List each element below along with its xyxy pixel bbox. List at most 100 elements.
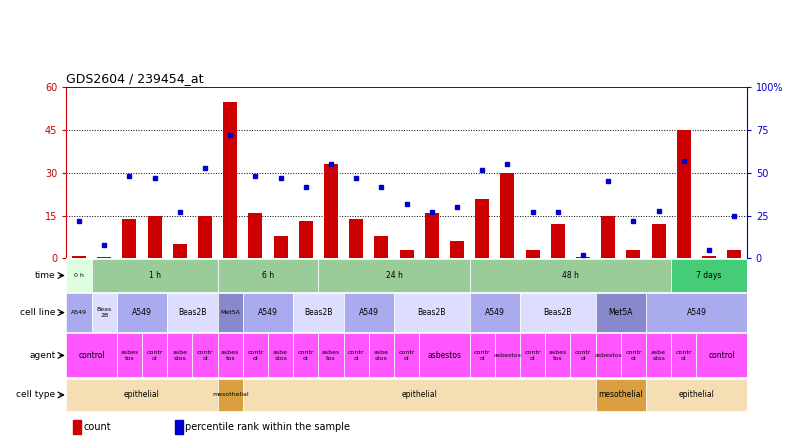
Bar bbox=[677, 130, 691, 258]
Bar bbox=[318, 259, 470, 292]
Text: asbes
tos: asbes tos bbox=[548, 350, 567, 361]
Bar bbox=[702, 256, 716, 258]
Text: contr
ol: contr ol bbox=[297, 350, 314, 361]
Bar bbox=[293, 293, 343, 332]
Bar bbox=[218, 293, 243, 332]
Text: percentile rank within the sample: percentile rank within the sample bbox=[185, 422, 351, 432]
Bar bbox=[343, 333, 369, 377]
Bar bbox=[274, 236, 288, 258]
Bar bbox=[224, 102, 237, 258]
Text: epithelial: epithelial bbox=[401, 390, 437, 400]
Text: 7 days: 7 days bbox=[697, 271, 722, 280]
Bar bbox=[142, 333, 167, 377]
Bar bbox=[175, 420, 183, 434]
Text: GDS2604 / 239454_at: GDS2604 / 239454_at bbox=[66, 72, 204, 85]
Text: A549: A549 bbox=[359, 308, 379, 317]
Bar bbox=[646, 333, 671, 377]
Bar bbox=[399, 250, 414, 258]
Bar bbox=[293, 333, 318, 377]
Bar bbox=[66, 293, 92, 332]
Bar bbox=[520, 293, 595, 332]
Bar bbox=[475, 198, 489, 258]
Bar bbox=[167, 333, 193, 377]
Text: asbestos: asbestos bbox=[428, 351, 462, 360]
Bar bbox=[394, 293, 470, 332]
Text: cell type: cell type bbox=[16, 390, 56, 400]
Bar bbox=[470, 259, 671, 292]
Bar bbox=[526, 250, 539, 258]
Bar bbox=[697, 333, 747, 377]
Bar bbox=[450, 242, 464, 258]
Bar bbox=[218, 379, 243, 411]
Text: 48 h: 48 h bbox=[562, 271, 579, 280]
Text: mesothelial: mesothelial bbox=[599, 390, 643, 400]
Bar bbox=[218, 333, 243, 377]
Bar bbox=[318, 333, 343, 377]
Text: agent: agent bbox=[29, 351, 56, 360]
Bar bbox=[470, 333, 495, 377]
Bar bbox=[394, 333, 420, 377]
Bar bbox=[652, 224, 666, 258]
Text: 1 h: 1 h bbox=[148, 271, 160, 280]
Bar bbox=[570, 333, 595, 377]
Bar bbox=[66, 379, 218, 411]
Bar bbox=[495, 333, 520, 377]
Text: contr
ol: contr ol bbox=[399, 350, 415, 361]
Bar bbox=[520, 333, 545, 377]
Text: asbes
tos: asbes tos bbox=[121, 350, 139, 361]
Bar bbox=[595, 333, 620, 377]
Text: 6 h: 6 h bbox=[262, 271, 274, 280]
Bar bbox=[167, 293, 218, 332]
Bar bbox=[122, 218, 136, 258]
Text: contr
ol: contr ol bbox=[474, 350, 491, 361]
Bar bbox=[576, 257, 590, 258]
Text: Beas2B: Beas2B bbox=[305, 308, 333, 317]
Bar bbox=[646, 379, 747, 411]
Bar bbox=[243, 333, 268, 377]
Text: asbe
stos: asbe stos bbox=[651, 350, 666, 361]
Text: contr
ol: contr ol bbox=[575, 350, 591, 361]
Text: asbestos: asbestos bbox=[595, 353, 622, 358]
Bar bbox=[173, 244, 187, 258]
Bar bbox=[299, 222, 313, 258]
Text: Beas2B: Beas2B bbox=[544, 308, 572, 317]
Bar bbox=[545, 333, 570, 377]
Text: contr
ol: contr ol bbox=[348, 350, 364, 361]
Bar bbox=[727, 250, 741, 258]
Bar bbox=[73, 420, 81, 434]
Text: A549: A549 bbox=[687, 308, 706, 317]
Bar bbox=[671, 333, 697, 377]
Bar bbox=[420, 333, 470, 377]
Bar bbox=[646, 293, 747, 332]
Text: epithelial: epithelial bbox=[124, 390, 160, 400]
Text: mesothelial: mesothelial bbox=[212, 392, 249, 397]
Bar bbox=[324, 164, 338, 258]
Text: 0 h: 0 h bbox=[74, 273, 84, 278]
Bar bbox=[249, 213, 262, 258]
Bar bbox=[66, 259, 92, 292]
Bar bbox=[369, 333, 394, 377]
Text: asbes
tos: asbes tos bbox=[221, 350, 239, 361]
Text: control: control bbox=[708, 351, 735, 360]
Text: Beas2B: Beas2B bbox=[418, 308, 446, 317]
Text: A549: A549 bbox=[132, 308, 152, 317]
Text: A549: A549 bbox=[485, 308, 505, 317]
Bar bbox=[92, 293, 117, 332]
Bar bbox=[72, 256, 86, 258]
Bar bbox=[601, 216, 615, 258]
Text: asbe
stos: asbe stos bbox=[273, 350, 288, 361]
Bar bbox=[343, 293, 394, 332]
Text: asbestos: asbestos bbox=[493, 353, 522, 358]
Bar bbox=[66, 333, 117, 377]
Bar bbox=[117, 333, 142, 377]
Text: asbe
stos: asbe stos bbox=[374, 350, 389, 361]
Text: epithelial: epithelial bbox=[679, 390, 714, 400]
Text: contr
ol: contr ol bbox=[676, 350, 692, 361]
Bar bbox=[595, 293, 646, 332]
Text: contr
ol: contr ol bbox=[625, 350, 642, 361]
Bar bbox=[268, 333, 293, 377]
Bar bbox=[218, 259, 318, 292]
Bar bbox=[198, 216, 212, 258]
Bar bbox=[193, 333, 218, 377]
Text: asbes
tos: asbes tos bbox=[322, 350, 340, 361]
